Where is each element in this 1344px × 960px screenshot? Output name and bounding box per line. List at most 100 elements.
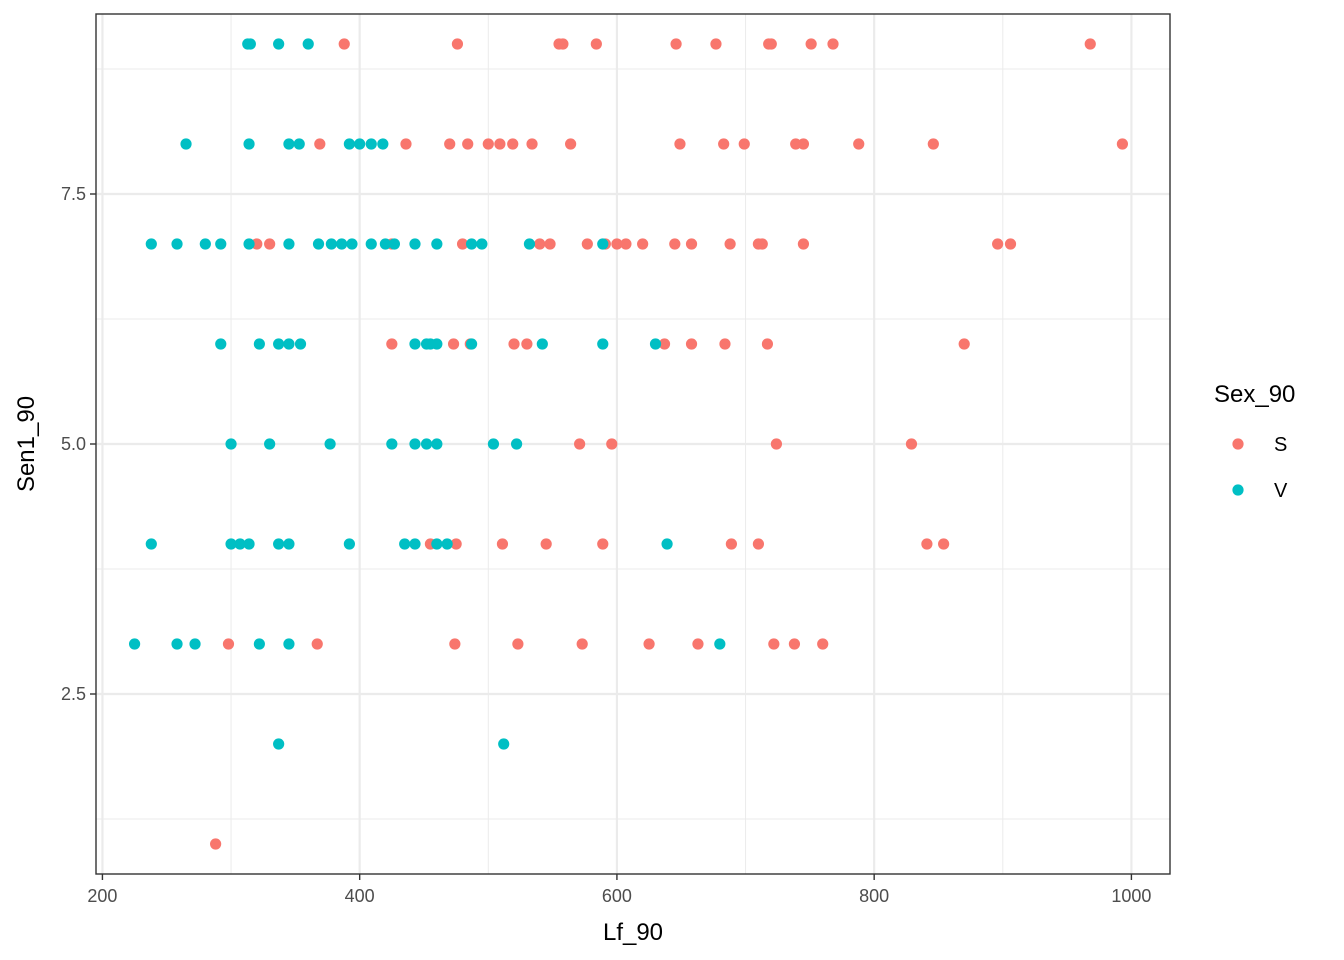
data-point-v bbox=[283, 138, 295, 150]
legend: Sex_90 SV bbox=[1214, 381, 1295, 502]
data-point-v bbox=[386, 438, 398, 450]
data-point-v bbox=[253, 338, 265, 350]
data-point-v bbox=[189, 638, 201, 650]
data-point-v bbox=[409, 238, 421, 250]
data-point-s bbox=[447, 338, 460, 350]
data-point-s bbox=[938, 538, 950, 550]
data-point-s bbox=[496, 538, 509, 550]
data-point-s bbox=[574, 438, 586, 450]
data-point-s bbox=[1004, 238, 1017, 250]
data-point-s bbox=[338, 38, 350, 50]
data-point-s bbox=[756, 238, 768, 250]
data-point-s bbox=[450, 538, 462, 550]
data-point-s bbox=[637, 238, 649, 250]
data-point-s bbox=[400, 138, 412, 150]
data-point-s bbox=[597, 538, 609, 550]
data-point-s bbox=[620, 238, 632, 250]
data-point-v bbox=[283, 338, 295, 350]
data-point-s bbox=[761, 338, 774, 350]
data-point-s bbox=[718, 138, 730, 150]
data-point-s bbox=[611, 238, 623, 250]
data-point-v bbox=[180, 138, 192, 150]
data-point-s bbox=[992, 238, 1004, 250]
data-point-s bbox=[685, 238, 698, 250]
data-point-v bbox=[283, 538, 295, 550]
data-point-s bbox=[670, 38, 682, 50]
data-point-s bbox=[482, 138, 494, 150]
x-axis: 200 400 600 800 1000 bbox=[87, 874, 1151, 906]
data-point-v bbox=[145, 538, 157, 550]
data-point-v bbox=[244, 38, 256, 50]
data-point-s bbox=[768, 638, 780, 650]
data-point-v bbox=[273, 338, 285, 350]
data-point-s bbox=[576, 638, 588, 650]
data-point-s bbox=[692, 638, 704, 650]
data-point-v bbox=[215, 238, 227, 250]
data-point-s bbox=[264, 238, 276, 250]
data-point-s bbox=[449, 638, 461, 650]
data-point-v bbox=[225, 538, 237, 550]
x-tick-label: 600 bbox=[602, 886, 632, 906]
data-point-s bbox=[507, 138, 519, 150]
data-point-v bbox=[487, 438, 500, 450]
y-axis: 2.5 5.0 7.5 bbox=[61, 184, 96, 704]
data-point-v bbox=[597, 238, 609, 250]
data-point-s bbox=[557, 38, 569, 50]
data-point-v bbox=[343, 138, 355, 150]
data-point-v bbox=[523, 238, 536, 250]
legend-key-v bbox=[1232, 484, 1244, 496]
data-point-s bbox=[752, 538, 765, 550]
data-point-v bbox=[346, 238, 358, 250]
data-point-s bbox=[905, 438, 918, 450]
data-point-s bbox=[521, 338, 533, 350]
data-point-v bbox=[324, 438, 336, 450]
data-point-v bbox=[420, 438, 433, 450]
data-point-v bbox=[365, 238, 377, 250]
legend-label-s: S bbox=[1274, 434, 1287, 456]
legend-title: Sex_90 bbox=[1214, 381, 1295, 408]
data-point-s bbox=[462, 138, 474, 150]
data-point-s bbox=[210, 838, 222, 850]
legend-keys: SV bbox=[1232, 434, 1288, 502]
data-point-v bbox=[536, 338, 548, 350]
data-point-v bbox=[312, 238, 325, 250]
data-point-v bbox=[225, 438, 237, 450]
data-point-v bbox=[510, 438, 523, 450]
data-point-v bbox=[264, 438, 276, 450]
data-point-v bbox=[431, 238, 443, 250]
data-point-v bbox=[283, 638, 295, 650]
data-point-s bbox=[805, 38, 817, 50]
data-point-s bbox=[314, 138, 326, 150]
data-point-s bbox=[738, 138, 750, 150]
data-point-s bbox=[853, 138, 865, 150]
data-point-s bbox=[765, 38, 777, 50]
data-point-s bbox=[451, 38, 464, 50]
x-tick-label: 400 bbox=[345, 886, 375, 906]
x-tick-label: 800 bbox=[859, 886, 889, 906]
data-point-v bbox=[409, 438, 421, 450]
data-point-s bbox=[606, 438, 618, 450]
data-point-s bbox=[710, 38, 722, 50]
data-point-v bbox=[215, 338, 227, 350]
data-point-v bbox=[234, 538, 246, 550]
data-point-v bbox=[661, 538, 673, 550]
data-point-v bbox=[365, 138, 377, 150]
data-point-v bbox=[431, 538, 443, 550]
data-point-v bbox=[649, 338, 662, 350]
data-point-s bbox=[590, 38, 602, 50]
data-point-v bbox=[388, 238, 401, 250]
x-axis-title: Lf_90 bbox=[603, 919, 663, 946]
data-point-s bbox=[658, 338, 671, 350]
data-point-s bbox=[669, 238, 681, 250]
data-point-s bbox=[827, 38, 839, 50]
data-points bbox=[128, 38, 1129, 850]
data-point-s bbox=[674, 138, 686, 150]
data-point-s bbox=[544, 238, 556, 250]
data-point-v bbox=[714, 638, 726, 650]
legend-label-v: V bbox=[1274, 480, 1288, 502]
data-point-s bbox=[643, 638, 655, 650]
data-point-v bbox=[409, 338, 421, 350]
data-point-v bbox=[325, 238, 337, 250]
data-point-v bbox=[145, 238, 157, 250]
